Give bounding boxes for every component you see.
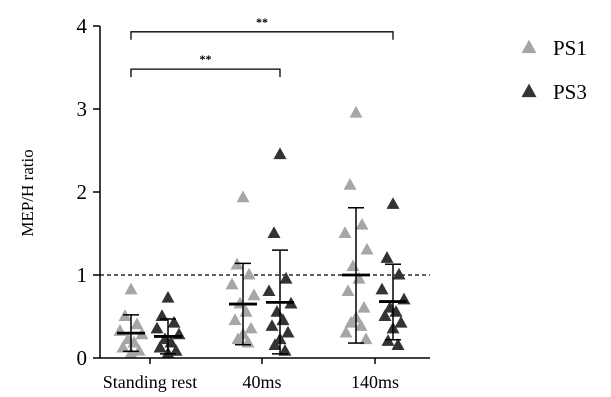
significance-bracket [130,31,394,40]
data-point-ps1 [247,288,261,301]
legend-label-ps1: PS1 [553,36,587,60]
data-point-ps3 [167,315,181,328]
data-point-ps1 [360,242,374,255]
data-point-ps1 [236,190,250,203]
legend-marker-ps3 [521,83,537,98]
y-tick-label: 0 [77,346,88,370]
data-point-ps3 [386,197,400,209]
data-point-ps3 [153,340,167,353]
data-point-ps1 [132,344,146,356]
data-point-ps1 [349,105,363,118]
data-point-ps3 [378,309,392,321]
data-point-ps1 [355,217,369,230]
data-point-ps3 [270,305,284,317]
data-point-ps3 [278,344,292,356]
significance-bracket [130,68,281,78]
data-point-ps1 [339,325,353,338]
data-point-ps1 [116,340,130,353]
data-point-ps3 [150,321,164,334]
data-point-ps3 [279,271,293,284]
data-point-ps1 [354,319,368,331]
data-point-ps1 [124,346,138,359]
data-point-ps3 [281,325,295,338]
data-point-ps1 [357,300,371,313]
data-point-ps3 [155,309,169,321]
data-point-ps1 [242,267,256,280]
legend-label-ps3: PS3 [553,80,587,104]
data-point-ps3 [273,147,287,160]
data-point-ps3 [262,284,276,297]
data-point-ps1 [124,282,138,295]
data-point-ps3 [394,315,408,328]
data-point-ps1 [346,259,360,272]
significance-label: ** [256,15,268,29]
data-point-ps3 [267,226,281,238]
data-point-ps1 [359,332,373,345]
data-point-ps1 [341,284,355,297]
data-point-ps3 [392,267,406,280]
y-tick-label: 1 [77,263,88,287]
significance-label: ** [200,52,212,66]
data-point-ps1 [343,178,357,190]
data-point-ps3 [375,282,389,295]
data-point-ps3 [161,290,175,303]
data-point-ps3 [268,338,282,350]
data-point-ps1 [244,321,258,334]
data-point-ps3 [265,319,279,331]
data-point-ps1 [344,315,358,328]
x-tick-label: 40ms [242,372,281,392]
data-point-ps3 [380,251,394,263]
data-point-ps3 [391,338,405,350]
data-point-ps1 [130,317,144,330]
data-point-ps1 [225,277,239,290]
data-point-ps1 [338,226,352,238]
y-axis-label: MEP/H ratio [18,149,37,236]
x-tick-label: 140ms [351,372,399,392]
data-point-ps1 [228,313,242,326]
y-tick-label: 4 [77,14,88,38]
y-tick-label: 2 [77,180,88,204]
data-point-ps1 [233,296,247,309]
y-tick-label: 3 [77,97,88,121]
data-point-ps3 [169,344,183,356]
x-tick-label: Standing rest [103,372,198,392]
data-point-ps1 [231,332,245,345]
legend-marker-ps1 [521,39,537,54]
